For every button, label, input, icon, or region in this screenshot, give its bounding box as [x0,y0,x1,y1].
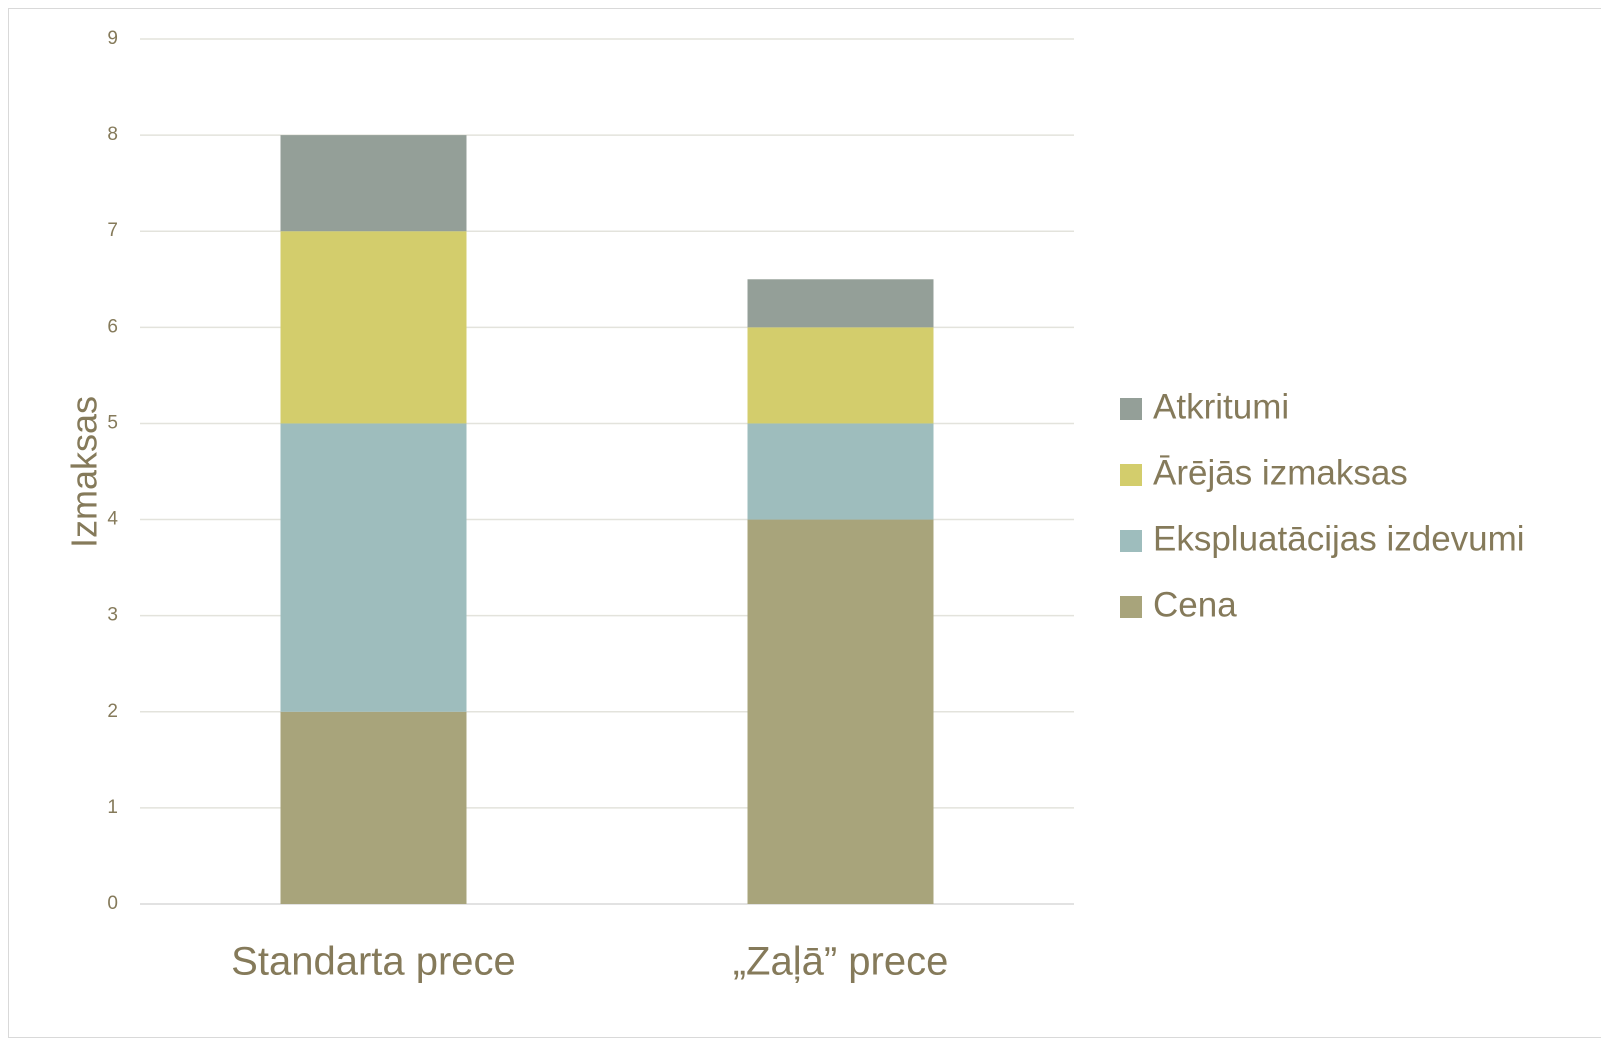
y-axis-label: Izmaksas [64,396,105,548]
legend-swatch [1120,398,1142,420]
bar-segment [747,423,934,520]
legend-item: Atkritumi [1120,387,1289,426]
legend-item: Cena [1120,585,1237,624]
y-tick-label: 1 [107,797,118,818]
bar-segment [280,423,467,712]
bars [280,135,934,904]
bar-segment [747,279,934,328]
bar-segment [280,231,467,424]
legend-item: Ārējās izmaksas [1120,453,1408,492]
legend-swatch [1120,596,1142,618]
legend-label: Ārējās izmaksas [1153,453,1408,492]
gridlines [140,38,1074,905]
legend: Atkritumi Ārējās izmaksas Ekspluatācijas i… [1120,387,1525,624]
legend-label: Cena [1153,585,1237,624]
y-tick-label: 2 [107,701,118,722]
bar-segment [280,711,467,904]
legend-swatch [1120,464,1142,486]
y-tick-label: 7 [107,220,118,241]
bar-segment [747,327,934,424]
y-tick-label: 4 [107,509,118,530]
y-tick-label: 3 [107,605,118,626]
x-tick-label: Standarta prece [231,940,516,984]
y-axis-tick-labels: 0 1 2 3 4 5 6 7 8 9 [107,28,118,914]
bar-segment [747,519,934,904]
y-tick-label: 0 [107,893,118,914]
bar-segment [280,135,467,232]
y-tick-label: 9 [107,28,118,49]
legend-swatch [1120,530,1142,552]
legend-label: Ekspluatācijas izdevumi [1153,519,1525,558]
y-tick-label: 6 [107,316,118,337]
y-tick-label: 5 [107,412,118,433]
legend-label: Atkritumi [1153,387,1289,426]
y-tick-label: 8 [107,124,118,145]
legend-item: Ekspluatācijas izdevumi [1120,519,1525,558]
x-axis-tick-labels: Standarta prece „Zaļā” prece [231,940,948,984]
x-tick-label: „Zaļā” prece [733,940,949,984]
